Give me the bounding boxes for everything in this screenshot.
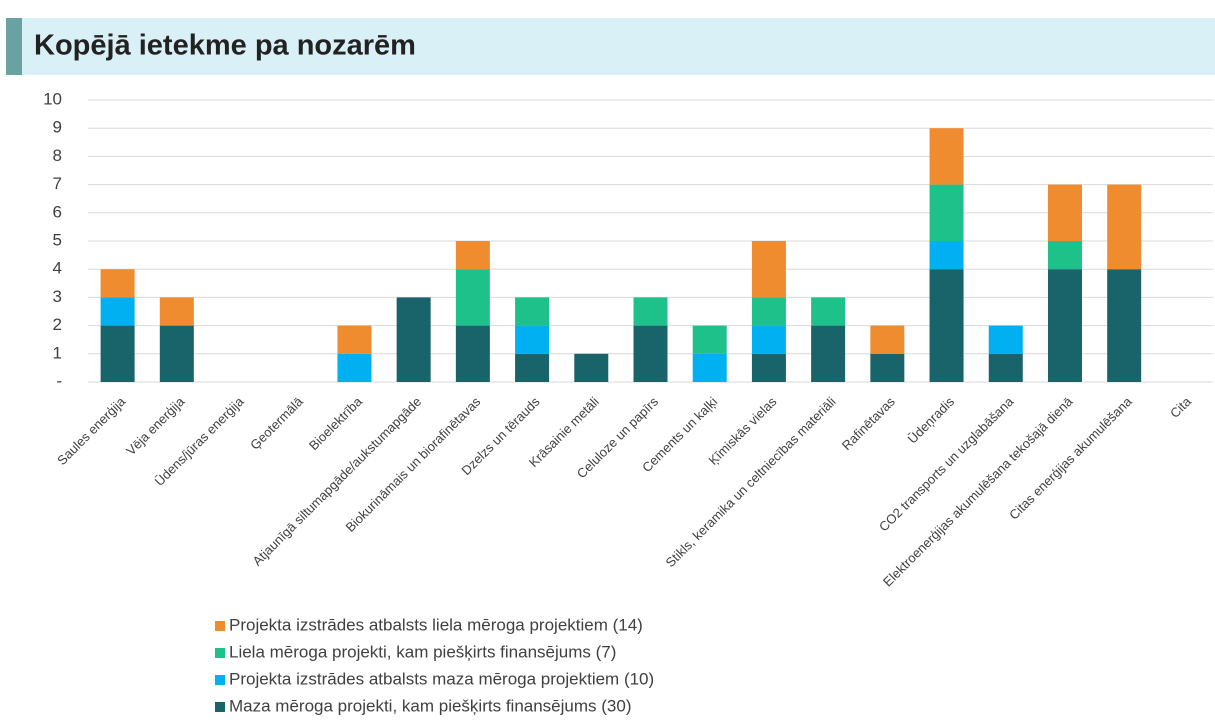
y-tick-label: 9	[53, 118, 62, 137]
bar-segment	[692, 325, 727, 354]
x-tick-label: Rafinētavas	[839, 394, 899, 454]
bar-segment	[751, 241, 786, 298]
legend-swatch	[215, 702, 225, 712]
y-tick-label: 1	[53, 343, 62, 362]
bar-segment	[337, 353, 372, 382]
y-tick-label: 10	[43, 89, 62, 108]
bar-segment	[159, 297, 194, 326]
bar-segment	[1107, 269, 1142, 382]
bar-segment	[811, 297, 846, 326]
bar-segment	[396, 297, 431, 382]
bar-segment	[455, 269, 490, 326]
bar-segment	[100, 269, 135, 298]
legend-swatch	[215, 621, 225, 631]
legend-label: Maza mēroga projekti, kam piešķirts fina…	[229, 696, 631, 715]
bar-segment	[337, 325, 372, 354]
bar-segment	[692, 353, 727, 382]
bar-segment	[515, 297, 550, 326]
y-tick-label: 8	[53, 146, 62, 165]
bar-segment	[1047, 269, 1082, 382]
bar-segment	[988, 353, 1023, 382]
bar-segment	[929, 241, 964, 270]
legend-swatch	[215, 675, 225, 685]
bar-segment	[455, 241, 490, 270]
legend-label: Liela mēroga projekti, kam piešķirts fin…	[229, 642, 616, 661]
bar-segment	[633, 297, 668, 326]
y-tick-label: 3	[53, 287, 62, 306]
bar-segment	[751, 325, 786, 354]
x-tick-label: Ģeotermālā	[247, 393, 306, 452]
x-tick-label: Citas enerģijas akumulēšana	[1006, 393, 1135, 522]
bar-segment	[870, 325, 905, 354]
bar-segment	[455, 325, 490, 382]
bar-segment	[870, 353, 905, 382]
bar-segment	[515, 353, 550, 382]
chart-title: Kopējā ietekme pa nozarēm	[34, 30, 416, 62]
bar-segment	[929, 184, 964, 241]
x-tick-label: Vēja enerģija	[123, 393, 188, 458]
bar-segment	[751, 353, 786, 382]
bar-segment	[515, 325, 550, 354]
bar-segment	[100, 325, 135, 382]
y-tick-label: 2	[53, 315, 62, 334]
x-tick-label: Bioelektrība	[306, 393, 366, 453]
legend-label: Projekta izstrādes atbalsts liela mēroga…	[229, 615, 643, 634]
bar-segment	[751, 297, 786, 326]
bar-segment	[1047, 184, 1082, 241]
y-tick-label: 5	[53, 230, 62, 249]
bar-segment	[159, 325, 194, 382]
x-tick-label: Saules enerģija	[54, 393, 129, 468]
bar-segment	[1047, 241, 1082, 270]
bar-segment	[574, 353, 609, 382]
legend-label: Projekta izstrādes atbalsts maza mēroga …	[229, 669, 654, 688]
bar-segment	[811, 325, 846, 382]
bar-segment	[929, 269, 964, 382]
y-tick-label: 6	[53, 202, 62, 221]
bar-segment	[929, 128, 964, 185]
title-accent	[6, 18, 22, 75]
x-tick-label: Cita	[1167, 393, 1194, 420]
bar-segment	[1107, 184, 1142, 270]
title-band	[6, 18, 1215, 75]
y-tick-label: 4	[53, 259, 62, 278]
bar-segment	[633, 325, 668, 382]
x-tick-label: Ūdeņradis	[905, 394, 958, 447]
y-tick-label: -	[56, 371, 62, 390]
y-tick-label: 7	[53, 174, 62, 193]
legend-swatch	[215, 648, 225, 658]
bar-segment	[100, 297, 135, 326]
bar-segment	[988, 325, 1023, 354]
